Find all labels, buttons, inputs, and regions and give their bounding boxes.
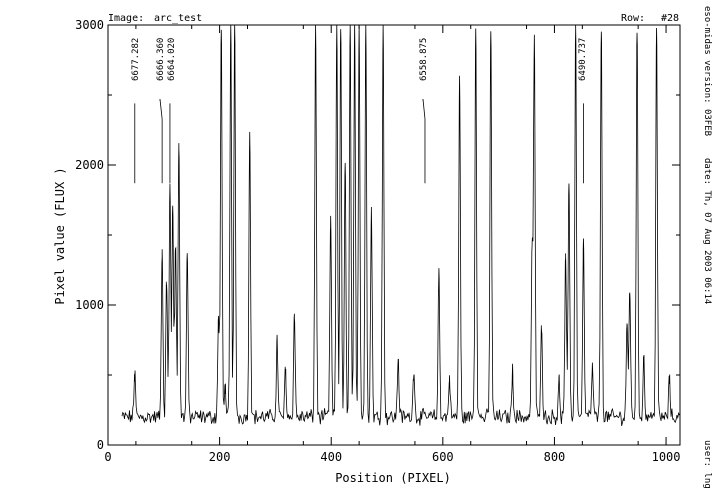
y-axis-label: Pixel value (FLUX ) [53, 167, 67, 304]
ident-label: 6666.360 [156, 38, 166, 81]
x-tick-label: 600 [432, 450, 454, 464]
x-tick-label: 200 [209, 450, 231, 464]
plot-frame [107, 24, 681, 446]
x-tick-label: 800 [544, 450, 566, 464]
user-name: user: lng [702, 440, 712, 489]
trace-layer [121, 24, 680, 427]
y-tick-label: 0 [97, 438, 104, 452]
ident-label: 6558.875 [419, 38, 429, 81]
image-name: arc_test [154, 13, 202, 24]
line-identifications: 6677.282 6666.360 6664.020 6558.875 6490.737 [131, 38, 588, 184]
y-tick-label: 1000 [75, 298, 104, 312]
row-label: Row: [621, 13, 645, 24]
ident-label: 6664.020 [167, 38, 177, 81]
ident-connector [159, 99, 163, 119]
axes-layer: 0 200 400 600 800 1000 0 1000 2000 3000 [75, 18, 680, 464]
x-tick-label: 400 [320, 450, 342, 464]
ident-label: 6677.282 [131, 38, 141, 81]
plot-date: date: Th, 07 Aug 2003 06:14 [702, 158, 712, 305]
x-tick-label: 0 [104, 450, 111, 464]
image-label: Image: [108, 13, 144, 24]
y-tick-label: 2000 [75, 158, 104, 172]
x-axis-label: Position (PIXEL) [335, 471, 451, 485]
row-value: #28 [661, 13, 679, 24]
midas-version: eso-midas version: 03FEB [702, 6, 712, 137]
spectrum-trace [121, 24, 680, 427]
ident-connector [422, 99, 426, 119]
y-tick-label: 3000 [75, 18, 104, 32]
ident-label: 6490.737 [578, 38, 588, 81]
x-tick-label: 1000 [652, 450, 681, 464]
